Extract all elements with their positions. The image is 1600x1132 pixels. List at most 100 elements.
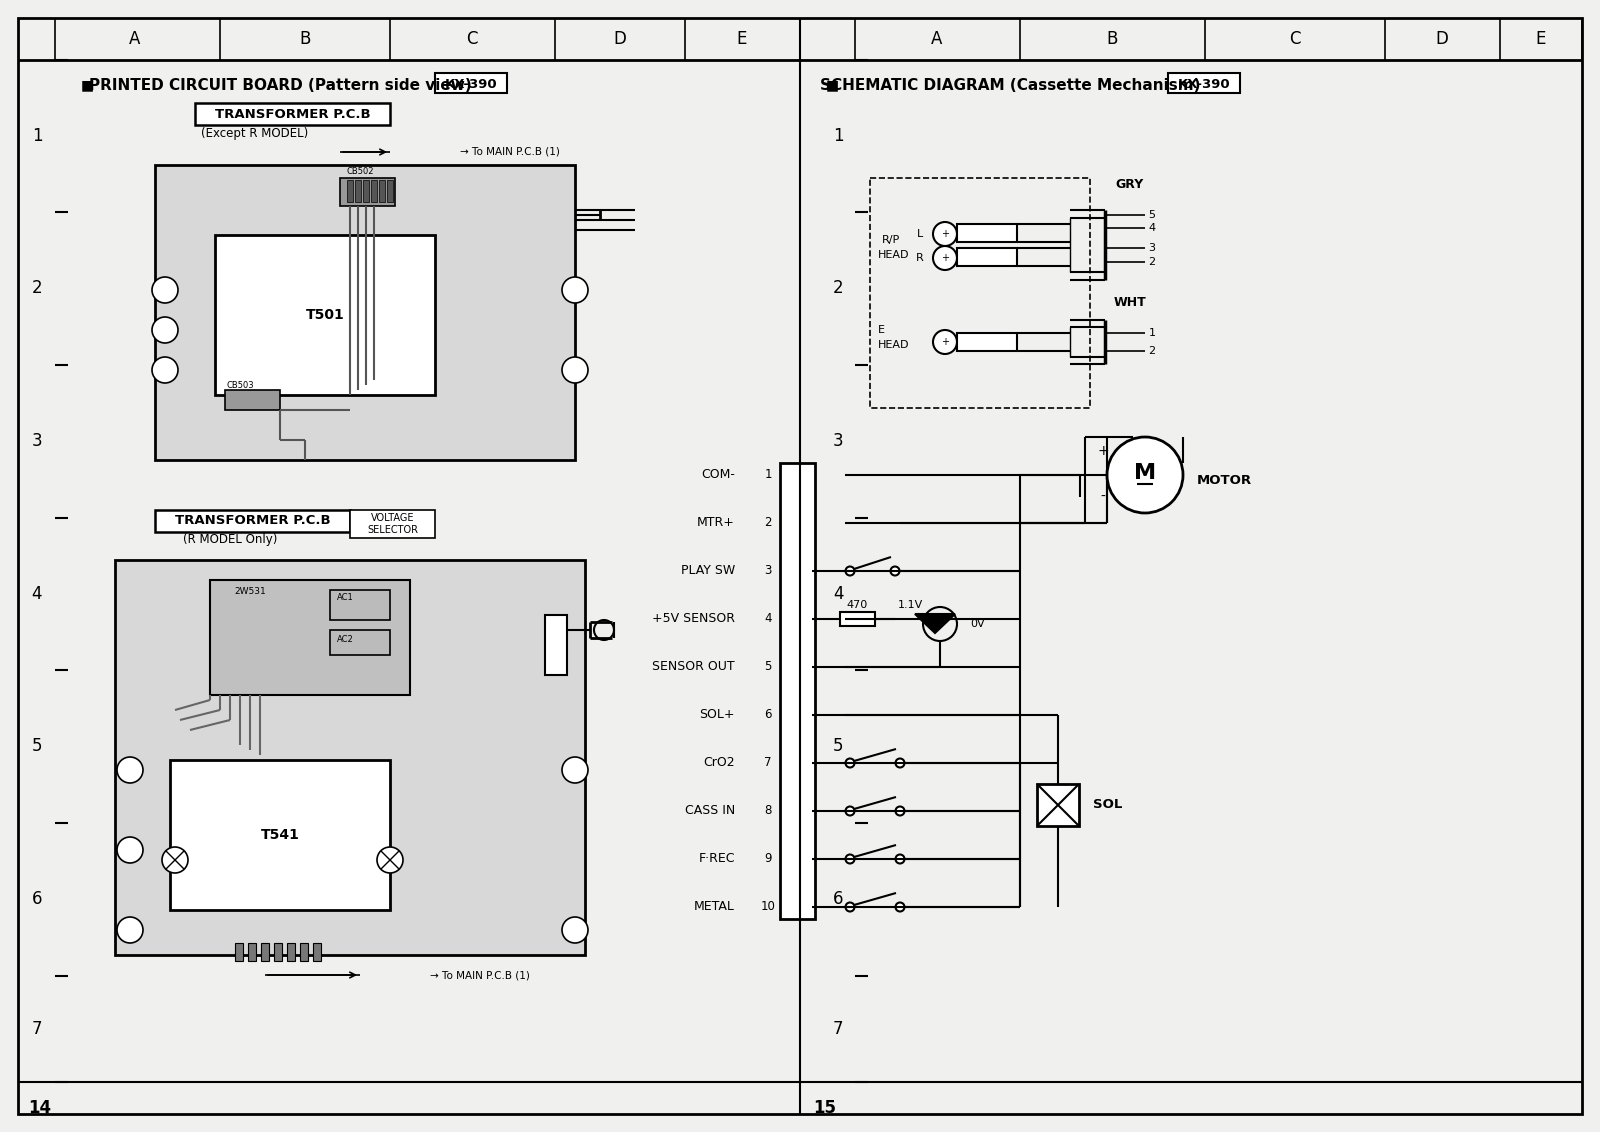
Text: 2: 2	[765, 516, 771, 530]
Text: SENSOR OUT: SENSOR OUT	[653, 660, 734, 674]
Text: MTR+: MTR+	[698, 516, 734, 530]
Bar	[155, 165, 574, 460]
Bar	[195, 103, 390, 125]
Text: TRANSFORMER P.C.B: TRANSFORMER P.C.B	[174, 515, 331, 528]
Circle shape	[933, 246, 957, 271]
Text: 14: 14	[29, 1099, 51, 1117]
Text: → To MAIN P.C.B (1): → To MAIN P.C.B (1)	[430, 970, 530, 980]
Text: (Except R MODEL): (Except R MODEL)	[202, 128, 309, 140]
Text: 5: 5	[765, 660, 771, 674]
Text: CASS IN: CASS IN	[685, 805, 734, 817]
Text: 2: 2	[1149, 257, 1155, 267]
Text: R: R	[917, 252, 923, 263]
Text: 2: 2	[32, 278, 42, 297]
Bar	[248, 943, 256, 961]
Bar	[339, 178, 395, 206]
Text: GRY: GRY	[1115, 179, 1144, 191]
Bar	[274, 943, 282, 961]
Text: VOLTAGE
SELECTOR: VOLTAGE SELECTOR	[368, 513, 419, 534]
Text: 1.1V: 1.1V	[898, 600, 923, 610]
Circle shape	[896, 758, 904, 767]
Text: C: C	[1290, 31, 1301, 48]
Text: 1: 1	[1149, 328, 1155, 338]
Circle shape	[845, 902, 854, 911]
Text: D: D	[1435, 31, 1448, 48]
Text: 1: 1	[32, 127, 42, 145]
Text: 3: 3	[832, 432, 843, 451]
Bar	[350, 511, 435, 538]
Text: KX-390: KX-390	[1178, 77, 1230, 91]
Circle shape	[891, 566, 899, 575]
Text: 4: 4	[1149, 223, 1155, 233]
Text: SCHEMATIC DIAGRAM (Cassette Mechanism): SCHEMATIC DIAGRAM (Cassette Mechanism)	[819, 77, 1200, 93]
Circle shape	[845, 758, 854, 767]
Text: 7: 7	[765, 756, 771, 770]
Text: → To MAIN P.C.B (1): → To MAIN P.C.B (1)	[461, 147, 560, 157]
Text: CrO2: CrO2	[704, 756, 734, 770]
Bar	[957, 224, 1018, 242]
Text: 4: 4	[832, 585, 843, 603]
Text: HEAD: HEAD	[878, 340, 909, 350]
Text: L: L	[917, 229, 923, 239]
Text: 6: 6	[32, 890, 42, 908]
Bar	[387, 180, 394, 201]
Circle shape	[896, 806, 904, 815]
Text: HEAD: HEAD	[878, 250, 909, 260]
Bar	[371, 180, 378, 201]
Text: 7: 7	[32, 1020, 42, 1038]
Circle shape	[845, 855, 854, 864]
Text: 470: 470	[846, 600, 869, 610]
Text: 9: 9	[765, 852, 771, 866]
Text: B: B	[1106, 31, 1118, 48]
Circle shape	[933, 222, 957, 246]
Bar	[379, 180, 386, 201]
Bar	[286, 943, 294, 961]
Circle shape	[152, 277, 178, 303]
Circle shape	[117, 917, 142, 943]
Text: E: E	[738, 31, 747, 48]
Text: 2: 2	[1149, 346, 1155, 355]
Bar	[870, 178, 1090, 408]
Text: KX-390: KX-390	[445, 77, 498, 91]
Bar	[115, 560, 586, 955]
Text: 0V: 0V	[970, 619, 984, 629]
Bar	[781, 463, 814, 919]
Circle shape	[562, 277, 589, 303]
Text: R/P: R/P	[882, 235, 901, 245]
Text: 8: 8	[765, 805, 771, 817]
Bar	[435, 72, 507, 93]
Bar	[210, 580, 410, 695]
Bar	[330, 631, 390, 655]
Text: 1: 1	[765, 469, 771, 481]
Bar	[301, 943, 307, 961]
Polygon shape	[915, 614, 955, 633]
Text: B: B	[299, 31, 310, 48]
Text: D: D	[613, 31, 627, 48]
Circle shape	[562, 917, 589, 943]
Text: AC2: AC2	[336, 635, 354, 644]
Text: +: +	[941, 229, 949, 239]
Bar	[214, 235, 435, 395]
Circle shape	[117, 757, 142, 783]
Text: TRANSFORMER P.C.B: TRANSFORMER P.C.B	[214, 109, 371, 121]
Bar	[155, 511, 350, 532]
Text: 1: 1	[832, 127, 843, 145]
Bar	[330, 590, 390, 620]
Circle shape	[845, 806, 854, 815]
Text: T501: T501	[306, 308, 344, 321]
Text: M: M	[1134, 463, 1157, 483]
Text: C: C	[466, 31, 478, 48]
Circle shape	[378, 847, 403, 873]
Text: WHT: WHT	[1114, 297, 1146, 309]
Text: +5V SENSOR: +5V SENSOR	[653, 612, 734, 626]
Bar	[957, 248, 1018, 266]
Bar	[1037, 784, 1078, 826]
Text: CB502: CB502	[346, 168, 374, 177]
Circle shape	[933, 331, 957, 354]
Text: COM-: COM-	[701, 469, 734, 481]
Text: ■: ■	[80, 78, 93, 92]
Text: 2W531: 2W531	[234, 588, 266, 597]
Circle shape	[152, 317, 178, 343]
Text: -: -	[1101, 490, 1106, 504]
Bar	[957, 333, 1018, 351]
